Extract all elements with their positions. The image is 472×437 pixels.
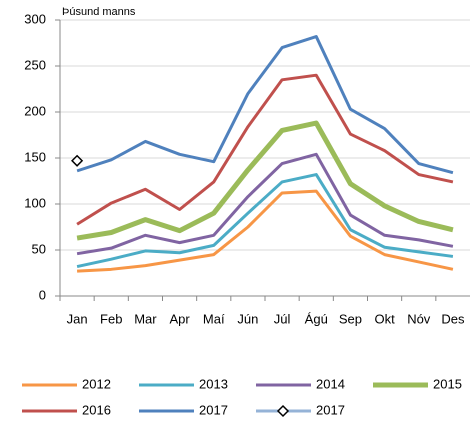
x-tick-label: Des (441, 311, 465, 326)
x-tick-label: Nóv (407, 311, 431, 326)
series-line (76, 35, 454, 175)
y-tick-label: 150 (24, 149, 46, 164)
y-tick-label: 200 (24, 103, 46, 118)
y-axis-label: Þúsund manns (62, 6, 136, 18)
series-marker (71, 154, 84, 167)
legend-label: 2014 (316, 376, 345, 391)
y-tick-label: 250 (24, 57, 46, 72)
y-tick-label: 0 (39, 287, 46, 302)
x-tick-label: Apr (169, 311, 190, 326)
x-tick-label: Júl (274, 311, 291, 326)
x-tick-label: Mar (134, 311, 157, 326)
legend-label: 2017 (199, 402, 228, 417)
legend-label: 2015 (433, 376, 462, 391)
series-line (76, 152, 454, 256)
x-tick-label: Maí (203, 311, 225, 326)
y-tick-label: 50 (32, 241, 46, 256)
x-tick-label: Jún (237, 311, 258, 326)
y-tick-label: 300 (24, 11, 46, 26)
series-line (76, 120, 454, 241)
legend-label: 2017 (316, 402, 345, 417)
series-line (76, 73, 454, 226)
x-tick-label: Feb (100, 311, 122, 326)
legend-label: 2013 (199, 376, 228, 391)
x-tick-label: Ágú (305, 311, 328, 326)
legend-label: 2012 (82, 376, 111, 391)
series-line (77, 189, 454, 273)
legend-label: 2016 (82, 402, 111, 417)
x-tick-label: Jan (67, 311, 88, 326)
x-tick-label: Sep (339, 311, 362, 326)
series-line (76, 173, 454, 269)
x-tick-label: Okt (374, 311, 395, 326)
legend-marker (276, 404, 290, 418)
y-tick-label: 100 (24, 195, 46, 210)
